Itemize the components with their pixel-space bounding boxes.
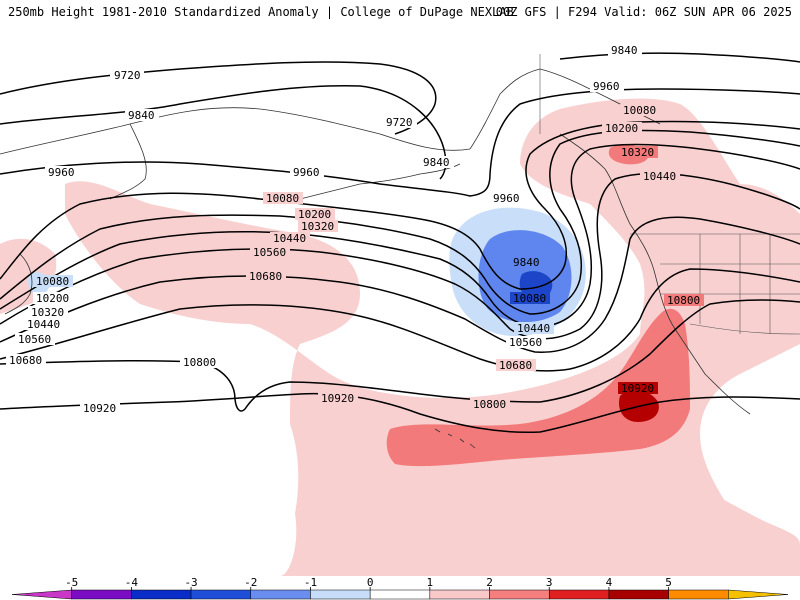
colorbar-tick-label: 0 [367,576,374,589]
label-9960: 9960 [293,166,320,179]
label-9840: 9840 [513,256,540,269]
label-10440: 10440 [643,170,676,183]
pos-anomaly-region-pacific [65,98,800,576]
coastline-aleutians [299,163,461,200]
label-10320: 10320 [31,306,64,319]
colorbar-segment [11,589,72,600]
coastline-kamchatka [109,123,147,200]
coastline-japan [4,253,33,315]
coastline-siberia [0,107,471,155]
colorbar-segment [369,589,431,600]
colorbar-segment [310,589,371,600]
colorbar-tick-label: -2 [244,576,257,589]
label-9840: 9840 [611,44,638,57]
anomaly-map: 9720 9720 9840 9840 9840 9840 9960 9960 … [0,44,800,576]
label-10200: 10200 [298,208,331,221]
political-borders [539,54,800,335]
label-10440: 10440 [517,322,550,335]
colorbar-tick-label: 1 [427,576,434,589]
colorbar-segment [190,589,252,600]
contour-9840 [0,52,800,180]
contour-10080 [0,120,800,290]
colorbar-tick-label: -4 [125,576,139,589]
map-title: 250mb Height 1981-2010 Standardized Anom… [8,5,514,19]
label-10560: 10560 [253,246,286,259]
colorbar-segment [429,589,490,600]
label-10920: 10920 [621,382,654,395]
label-10800: 10800 [667,294,700,307]
pos-anomaly-region-bottom-right [520,466,800,576]
label-10080: 10080 [513,292,546,305]
label-10080: 10080 [623,104,656,117]
label-10080: 10080 [36,275,69,288]
colorbar-tick-label: 5 [665,576,672,589]
label-10920: 10920 [83,402,116,415]
label-10200: 10200 [605,122,638,135]
colorbar-segment [668,589,729,600]
anomaly-colorbar: -5 -4 -3 -2 -1 0 1 2 3 4 5 [11,576,789,600]
colorbar-tick-label: -3 [184,576,197,589]
colorbar-segment [489,589,550,600]
pos-anomaly-band-strong [386,308,690,467]
label-10080: 10080 [266,192,299,205]
colorbar-segment [728,589,789,600]
contour-9720 [0,61,437,135]
colorbar-segment [131,589,192,600]
header-bar: 250mb Height 1981-2010 Standardized Anom… [0,0,800,24]
contour-10920 [0,392,800,434]
colorbar-segment [250,589,311,600]
colorbar-tick-label: -1 [304,576,317,589]
label-9840: 9840 [423,156,450,169]
colorbar-segment [548,589,610,600]
label-9720: 9720 [114,69,141,82]
label-9720: 9720 [386,116,413,129]
label-10680: 10680 [249,270,282,283]
label-10320: 10320 [621,146,654,159]
colorbar-tick-label: -5 [65,576,78,589]
label-10200: 10200 [36,292,69,305]
colorbar-segment [608,589,669,600]
label-10680: 10680 [499,359,532,372]
border-us-mexico [689,323,800,335]
label-10800: 10800 [183,356,216,369]
label-10800: 10800 [473,398,506,411]
label-9960: 9960 [48,166,75,179]
model-run-info: 00Z GFS | F294 Valid: 06Z SUN APR 06 202… [495,5,792,19]
coastline-bc-coast [559,133,751,415]
label-10560: 10560 [18,333,51,346]
label-9960: 9960 [593,80,620,93]
label-10920: 10920 [321,392,354,405]
us-state-lines [660,234,800,334]
label-10320: 10320 [301,220,334,233]
colorbar-tick-label: 4 [606,576,613,589]
colorbar-segments [11,589,789,600]
label-10680: 10680 [9,354,42,367]
contour-labels: 9720 9720 9840 9840 9840 9840 9960 9960 … [6,44,704,415]
label-10440: 10440 [273,232,306,245]
label-9840: 9840 [128,109,155,122]
label-10440: 10440 [27,318,60,331]
coastline-hawaii [434,428,476,449]
label-9960: 9960 [493,192,520,205]
colorbar-ticks: -5 -4 -3 -2 -1 0 1 2 3 4 5 [65,576,672,590]
colorbar-tick-label: 3 [546,576,553,589]
contour-10680 [0,268,800,372]
label-10560: 10560 [509,336,542,349]
colorbar-segment [71,589,132,600]
colorbar-tick-label: 2 [486,576,493,589]
contour-9960 [0,88,800,197]
